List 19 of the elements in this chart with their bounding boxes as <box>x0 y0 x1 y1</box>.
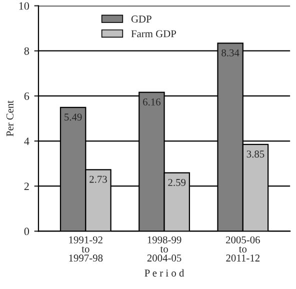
y-tick-label: 0 <box>24 228 30 236</box>
x-tick-label: 1991-92 to 1997-98 <box>69 236 103 262</box>
y-tick-label: 2 <box>24 182 29 190</box>
data-label: 2.73 <box>90 176 107 183</box>
y-tick-label: 4 <box>24 138 30 145</box>
y-tick-label: 6 <box>24 92 30 100</box>
data-label: 6.16 <box>143 98 161 106</box>
x-axis-title: P e r i o d <box>144 269 184 277</box>
data-label: 2.59 <box>168 178 186 186</box>
y-tick-label: 8 <box>24 47 30 55</box>
data-label: 8.34 <box>222 49 240 56</box>
legend-label: Farm GDP <box>131 30 176 38</box>
legend-label: GDP <box>131 16 152 23</box>
y-axis-title: Per Cent <box>6 100 14 136</box>
y-tick-label: 10 <box>19 2 30 10</box>
x-tick-label: 2005-06 to 2011-12 <box>226 236 260 262</box>
data-label: 3.85 <box>246 150 264 158</box>
x-tick-label: 1998-99 to 2004-05 <box>147 236 182 262</box>
data-label: 5.49 <box>64 114 82 121</box>
